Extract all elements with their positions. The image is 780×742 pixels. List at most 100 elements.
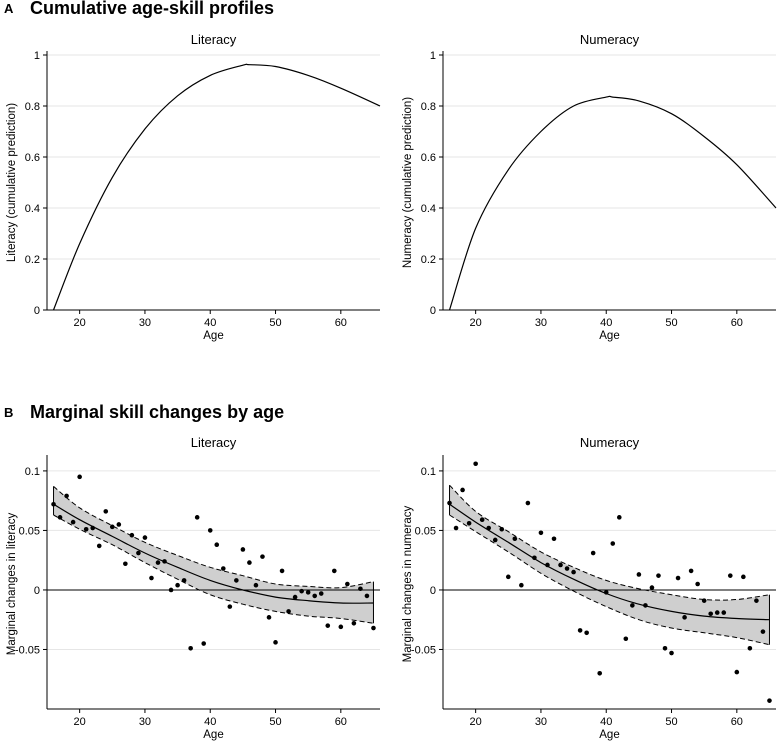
data-point	[460, 487, 465, 493]
y-tick-label: -0.05	[411, 644, 436, 656]
data-point	[299, 588, 304, 594]
data-point	[708, 611, 714, 617]
panel-title: Literacy	[191, 32, 237, 47]
data-point	[109, 524, 115, 530]
data-point	[741, 574, 746, 580]
section-b-letter: B	[4, 405, 13, 420]
y-tick-label: 0.8	[25, 101, 40, 113]
confidence-band	[53, 486, 374, 624]
panel-b-literacy: -0.05 0 0.05 0.1 20 30 40 50 60 Literacy Age Margin…	[6, 435, 380, 741]
data-point	[149, 575, 154, 581]
data-point	[364, 593, 370, 599]
data-point	[519, 582, 524, 588]
panel-title: Numeracy	[580, 32, 640, 47]
data-point	[532, 555, 537, 561]
data-point	[358, 586, 363, 592]
panel-a-numeracy: 0 0.2 0.4 0.6 0.8 1 20 30 40 50 60 Numeracy Age Numer…	[402, 32, 777, 342]
section-a-letter: A	[4, 1, 14, 16]
data-point	[331, 568, 337, 574]
data-point	[499, 526, 505, 532]
data-point	[168, 587, 174, 593]
data-point	[747, 645, 753, 651]
data-point	[286, 609, 291, 614]
data-point	[754, 598, 759, 603]
x-tick-label: 40	[204, 716, 216, 728]
x-tick-label: 30	[139, 317, 151, 329]
x-tick-label: 60	[335, 317, 347, 329]
x-tick-label: 20	[74, 716, 86, 728]
data-point	[492, 537, 498, 543]
data-point	[479, 517, 485, 523]
data-point	[371, 625, 376, 631]
data-point	[70, 519, 76, 525]
data-point	[610, 541, 616, 546]
y-tick-label: 0.1	[25, 466, 40, 478]
y-tick-label: 0.05	[19, 525, 40, 537]
panel-title: Numeracy	[580, 435, 640, 450]
confidence-band	[449, 485, 770, 645]
data-point	[57, 515, 63, 520]
data-point	[116, 522, 122, 527]
data-point	[447, 500, 452, 506]
data-point	[142, 535, 148, 540]
data-point	[473, 461, 478, 467]
x-tick-label: 40	[600, 317, 612, 329]
data-point	[273, 640, 278, 645]
data-point	[453, 525, 459, 531]
data-point	[253, 582, 259, 588]
upper-ci-line	[53, 486, 374, 589]
data-point	[181, 578, 187, 583]
data-point	[325, 623, 331, 628]
y-tick-label: 1	[34, 50, 40, 62]
y-tick-label: -0.05	[15, 644, 40, 656]
data-point	[695, 581, 700, 587]
y-tick-label: 0	[430, 305, 436, 317]
y-tick-label: 0.6	[25, 152, 40, 164]
y-tick-label: 0.1	[421, 466, 436, 478]
data-point	[597, 670, 603, 676]
data-point	[338, 624, 344, 630]
data-point	[662, 645, 668, 651]
series-line	[448, 95, 777, 311]
data-point	[551, 536, 557, 542]
data-point	[351, 620, 357, 626]
data-point	[466, 520, 472, 526]
lower-ci-line	[449, 514, 770, 646]
panel-b-numeracy: -0.05 0 0.05 0.1 20 30 40 50 60 Numeracy Age Margin…	[402, 435, 776, 741]
y-tick-label: 0.8	[421, 101, 436, 113]
x-tick-label: 30	[139, 716, 151, 728]
y-tick-label: 0	[34, 305, 40, 317]
data-point	[701, 598, 707, 603]
data-point	[51, 501, 56, 507]
data-point	[656, 573, 661, 578]
fitted-line	[53, 503, 374, 604]
x-tick-label: 50	[269, 716, 281, 728]
data-point	[688, 568, 694, 574]
panel-a-literacy: 0 0.2 0.4 0.6 0.8 1 20 30 40 50 60 Literacy Age Liter…	[6, 32, 381, 342]
data-point	[345, 581, 350, 587]
data-point	[220, 566, 226, 571]
data-point	[564, 566, 570, 571]
data-point	[123, 561, 128, 567]
data-point	[727, 573, 733, 578]
data-point	[292, 594, 298, 600]
data-point	[247, 560, 252, 565]
y-tick-label: 0.2	[25, 254, 40, 266]
y-axis-label: Numeracy (cumulative prediction)	[402, 97, 414, 268]
data-point	[83, 526, 89, 532]
data-point	[636, 572, 642, 577]
data-point	[623, 636, 629, 642]
data-point	[207, 528, 213, 533]
data-point	[721, 610, 727, 615]
x-tick-label: 20	[470, 317, 482, 329]
x-tick-label: 50	[269, 317, 281, 329]
y-tick-label: 1	[430, 50, 436, 62]
x-tick-label: 20	[74, 317, 86, 329]
y-axis-label: Literacy (cumulative prediction)	[6, 103, 18, 262]
data-point	[103, 509, 109, 514]
data-point	[577, 628, 583, 633]
data-point	[312, 593, 318, 599]
y-tick-label: 0.4	[25, 203, 40, 215]
y-axis-label: Marginal changes in literacy	[6, 512, 18, 655]
